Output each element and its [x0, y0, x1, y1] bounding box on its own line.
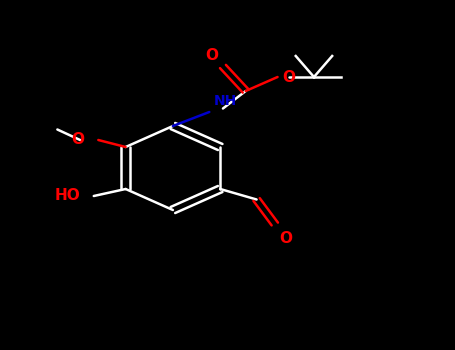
Text: HO: HO [54, 189, 80, 203]
Text: O: O [282, 70, 295, 84]
Text: NH: NH [214, 94, 237, 108]
Text: O: O [279, 231, 292, 246]
Text: O: O [205, 48, 218, 63]
Text: O: O [72, 133, 85, 147]
